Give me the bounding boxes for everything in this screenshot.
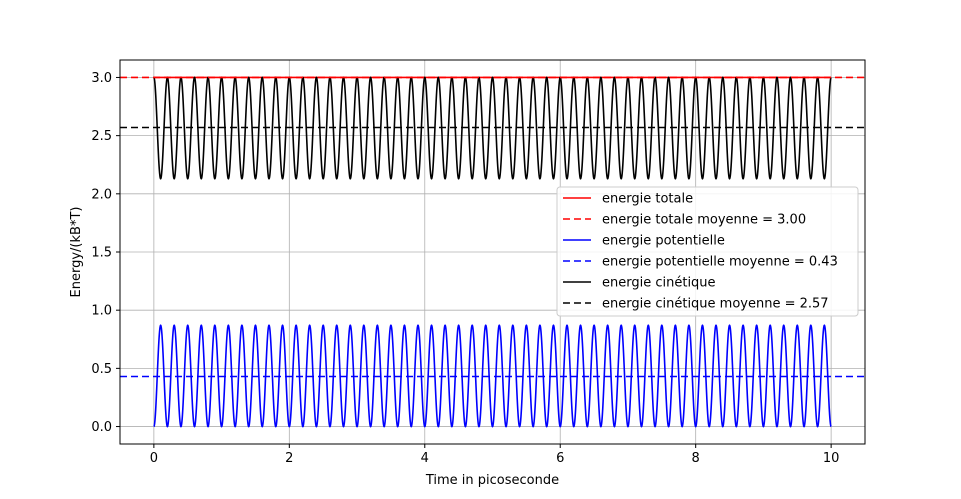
legend-box	[556, 186, 859, 317]
legend-label: energie totale moyenne = 3.00	[602, 213, 806, 228]
y-tick-label: 0.5	[91, 362, 112, 377]
legend-label: energie cinétique moyenne = 2.57	[602, 297, 829, 312]
y-tick-label: 0.0	[91, 420, 112, 435]
x-tick-label: 4	[421, 451, 429, 466]
y-tick-label: 2.0	[91, 187, 112, 202]
y-tick-label: 1.0	[91, 304, 112, 319]
x-tick-label: 10	[823, 451, 840, 466]
y-tick-label: 1.5	[91, 246, 112, 261]
legend-label: energie potentielle	[602, 234, 725, 249]
legend: energie totale energie totale moyenne = 3…	[556, 186, 859, 317]
series-energie-cin-tique	[153, 76, 832, 180]
x-tick-label: 2	[285, 451, 293, 466]
x-tick-label: 8	[692, 451, 700, 466]
series-energie-potentielle	[153, 324, 832, 428]
legend-label: energie cinétique	[602, 276, 716, 291]
x-axis-label: Time in picoseconde	[425, 473, 559, 488]
axis-ticks: 0 2 4 6 8 10 0.0 0.5 1.0 1.5 2.0 2.5 3.0	[91, 71, 839, 466]
y-tick-label: 2.5	[91, 129, 112, 144]
x-tick-label: 0	[150, 451, 158, 466]
legend-label: energie potentielle moyenne = 0.43	[602, 255, 838, 270]
y-axis-label: Energy/(kB*T)	[69, 207, 84, 298]
series-layer	[120, 76, 865, 428]
legend-label: energie totale	[602, 192, 693, 207]
y-tick-label: 3.0	[91, 71, 112, 86]
x-tick-label: 6	[556, 451, 564, 466]
